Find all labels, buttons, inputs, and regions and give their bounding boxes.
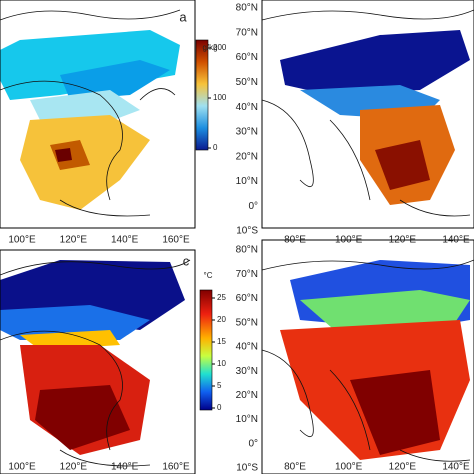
lon-label: 120°E bbox=[60, 462, 88, 473]
colorbar-tick-label: 5 bbox=[217, 381, 222, 390]
lon-label: 120°E bbox=[389, 462, 417, 473]
panel-b-map bbox=[261, 0, 474, 229]
lat-label: 10°S bbox=[236, 226, 258, 237]
lat-label: 0° bbox=[248, 438, 258, 449]
lat-label: 70°N bbox=[236, 27, 258, 38]
lon-label: 140°E bbox=[111, 462, 139, 473]
lat-label: 10°N bbox=[236, 414, 258, 425]
lat-label: 60°N bbox=[236, 52, 258, 63]
colorbar-tick-label: 0 bbox=[213, 143, 218, 152]
lat-label: 10°S bbox=[236, 463, 258, 474]
colorbar-tick-label: 200 bbox=[213, 43, 227, 52]
lat-label: 20°N bbox=[236, 390, 258, 401]
lat-label: 30°N bbox=[236, 366, 258, 377]
lon-label: 100°E bbox=[335, 462, 363, 473]
lat-label: 40°N bbox=[236, 342, 258, 353]
colorbar-tick-label: 0 bbox=[217, 403, 222, 412]
lon-label: 140°E bbox=[442, 235, 470, 246]
panel-label: c bbox=[183, 253, 190, 268]
lon-label: 120°E bbox=[389, 235, 417, 246]
lat-label: 70°N bbox=[236, 269, 258, 280]
lon-label: 160°E bbox=[162, 462, 190, 473]
lon-label: 100°E bbox=[335, 235, 363, 246]
lon-label: 80°E bbox=[284, 462, 306, 473]
lat-label: 80°N bbox=[236, 245, 258, 256]
colorbar-tick-label: 25 bbox=[217, 293, 226, 302]
lat-label: 50°N bbox=[236, 77, 258, 88]
lat-label: 50°N bbox=[236, 317, 258, 328]
lon-label: 140°E bbox=[111, 235, 139, 246]
lat-label: 40°N bbox=[236, 102, 258, 113]
lat-label: 20°N bbox=[236, 151, 258, 162]
panel-a-map bbox=[0, 0, 196, 229]
lat-label: 30°N bbox=[236, 127, 258, 138]
lat-label: 80°N bbox=[236, 3, 258, 14]
colorbar-tick-label: 100 bbox=[213, 93, 227, 102]
colorbar-tick-label: 15 bbox=[217, 337, 226, 346]
colorbar-c bbox=[199, 289, 213, 411]
lon-label: 160°E bbox=[162, 235, 190, 246]
lon-label: 100°E bbox=[8, 462, 36, 473]
lon-label: 140°E bbox=[442, 462, 470, 473]
lon-label: 120°E bbox=[60, 235, 88, 246]
colorbar-tick-label: 20 bbox=[217, 315, 226, 324]
lon-label: 100°E bbox=[8, 235, 36, 246]
lat-label: 60°N bbox=[236, 293, 258, 304]
colorbar-a bbox=[195, 39, 209, 151]
colorbar-unit: °C bbox=[204, 271, 213, 280]
colorbar-tick-label: 10 bbox=[217, 359, 226, 368]
lat-label: 0° bbox=[248, 201, 258, 212]
panel-c-map bbox=[0, 249, 196, 474]
panel-d-map bbox=[261, 239, 474, 474]
lon-label: 80°E bbox=[284, 235, 306, 246]
lat-label: 10°N bbox=[236, 176, 258, 187]
panel-label: a bbox=[179, 9, 187, 24]
